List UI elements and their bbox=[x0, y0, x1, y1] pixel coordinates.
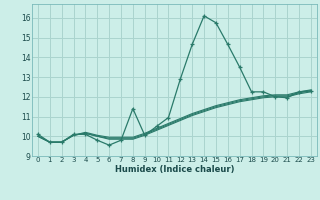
X-axis label: Humidex (Indice chaleur): Humidex (Indice chaleur) bbox=[115, 165, 234, 174]
